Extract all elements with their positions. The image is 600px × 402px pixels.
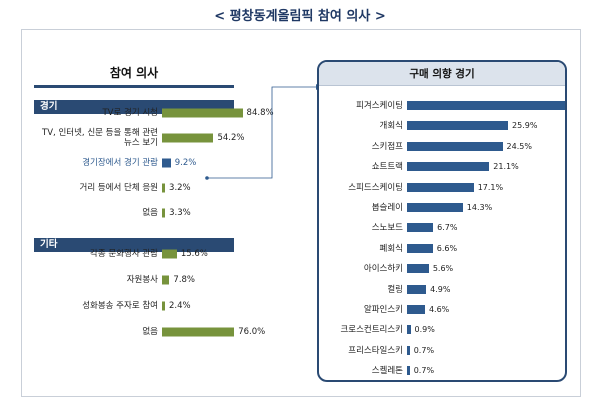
bar [407, 325, 411, 335]
left-bar-row: 성화봉송 주자로 참여 2.4% [34, 291, 334, 321]
bar-value: 17.1% [477, 182, 504, 192]
bar [407, 243, 433, 253]
bar-value: 7.8% [173, 275, 196, 285]
bar-label: 쇼트트랙 [371, 162, 403, 173]
bar-value: 9.2% [174, 158, 197, 168]
bar-label: 봅슬레이 [371, 203, 403, 213]
bar-value: 3.2% [169, 183, 191, 193]
bar-value: 3.3% [169, 208, 191, 218]
bar [407, 305, 425, 314]
right-bar-row: 컬링 4.9% [319, 280, 565, 300]
bar [162, 158, 171, 168]
bar-label: 개회식 [379, 121, 403, 132]
bar-value: 6.7% [437, 223, 458, 233]
bar [162, 208, 166, 218]
right-bar-row: 크로스컨트리스키 0.9% [319, 320, 565, 340]
right-bar-row: 스키점프 24.5% [319, 137, 565, 157]
bar-label: 알파인스키 [363, 305, 403, 315]
purchase-intent-panel: 구매 의향 경기 피겨스케이팅41.6% 개회식 25.9% 스키점프 24.5% 쇼트트… [317, 60, 567, 382]
bar-label: 피겨스케이팅 [356, 101, 403, 111]
bar-value: 0.7% [413, 366, 435, 376]
right-bar-row: 스피드스케이팅 17.1% [319, 178, 565, 198]
bar-value: 24.5% [506, 141, 532, 151]
bar-value: 14.3% [466, 203, 493, 212]
bar [407, 101, 565, 110]
bar-label: 스노보드 [371, 223, 403, 234]
bar-value: 25.9% [512, 121, 538, 131]
right-bar-row: 아이스하키 5.6% [319, 259, 565, 279]
figure-frame [21, 29, 581, 397]
bar-label: 아이스하키 [363, 264, 403, 275]
bar [162, 108, 243, 118]
bar-label: 프리스타일스키 [348, 345, 403, 356]
left-bar-row: 각종 문화행사 관람 15.6% [34, 239, 334, 269]
page-title: < 평창동계올림픽 참여 의사 > [214, 9, 386, 24]
bar-value: 2.4% [169, 301, 191, 311]
right-bar-row: 스켈레톤 0.7% [319, 361, 565, 380]
bar-value: 4.9% [430, 284, 451, 294]
right-bar-row: 쇼트트랙 21.1% [319, 157, 565, 177]
bar-label: 크로스컨트리스키 [340, 325, 403, 336]
bar-label: 폐회식 [379, 243, 403, 254]
bar [162, 301, 165, 311]
bar [162, 327, 235, 337]
bar [162, 183, 166, 193]
bar [407, 223, 434, 233]
right-bar-row: 개회식 25.9% [319, 116, 565, 136]
bar-label: 스켈레톤 [371, 366, 403, 377]
bar-value: 5.6% [432, 264, 454, 274]
bar [407, 203, 463, 212]
left-panel-header: 참여 의사 [34, 62, 234, 88]
bar-label: 없음 [142, 208, 158, 218]
bar [162, 275, 170, 285]
right-bar-row: 알파인스키 4.6% [319, 300, 565, 320]
bar [407, 264, 429, 274]
left-bar-row: 거리 등에서 단체 응원 3.2% [34, 173, 334, 203]
bar-value: 4.6% [428, 305, 450, 314]
bar [407, 345, 410, 355]
bar-label: 성화봉송 주자로 참여 [82, 301, 158, 311]
right-bar-row: 프리스타일스키 0.7% [319, 341, 565, 361]
bar-value: 54.2% [217, 133, 245, 143]
bar-label: 스키점프 [371, 141, 403, 152]
bar-value: 21.1% [493, 162, 519, 172]
bar-value: 15.6% [180, 249, 208, 259]
bar-value: 6.6% [436, 243, 458, 253]
right-bar-row: 폐회식 6.6% [319, 239, 565, 259]
bar-label: 스피드스케이팅 [348, 182, 403, 193]
left-bar-row: 없음 76.0% [34, 317, 334, 347]
section-label-other: 기타 [34, 238, 234, 252]
bar [162, 249, 177, 259]
bar-value: 84.8% [246, 108, 274, 118]
bar-label: 없음 [142, 327, 158, 337]
bar-label: 거리 등에서 단체 응원 [79, 183, 159, 193]
bar [407, 366, 410, 376]
bar-value: 0.7% [413, 345, 435, 355]
right-bar-row: 스노보드 6.7% [319, 218, 565, 238]
bar-label: 각종 문화행사 관람 [90, 249, 158, 259]
bar-label: 컬링 [387, 284, 403, 295]
left-bar-row: 경기장에서 경기 관람 9.2% [34, 148, 334, 178]
bar [162, 133, 214, 143]
right-bar-row: 피겨스케이팅41.6% [319, 96, 565, 116]
right-bar-row: 봅슬레이 14.3% [319, 198, 565, 218]
bar [407, 284, 427, 294]
left-bar-row: 자원봉사 7.8% [34, 265, 334, 295]
bar-label: 자원봉사 [126, 275, 158, 285]
right-panel-header: 구매 의향 경기 [319, 62, 565, 86]
bar [407, 141, 503, 151]
bar [407, 162, 490, 172]
bar-label: TV로 경기 시청 [102, 108, 158, 118]
left-bar-row: 없음 3.3% [34, 198, 334, 228]
bar-value: 76.0% [238, 327, 266, 337]
bar-value: 0.9% [414, 325, 435, 335]
bar [407, 182, 474, 192]
bar-label: TV, 인터넷, 신문 등을 통해 관련 뉴스 보기 [42, 128, 158, 148]
bar-label: 경기장에서 경기 관람 [82, 158, 158, 168]
bar [407, 121, 508, 131]
